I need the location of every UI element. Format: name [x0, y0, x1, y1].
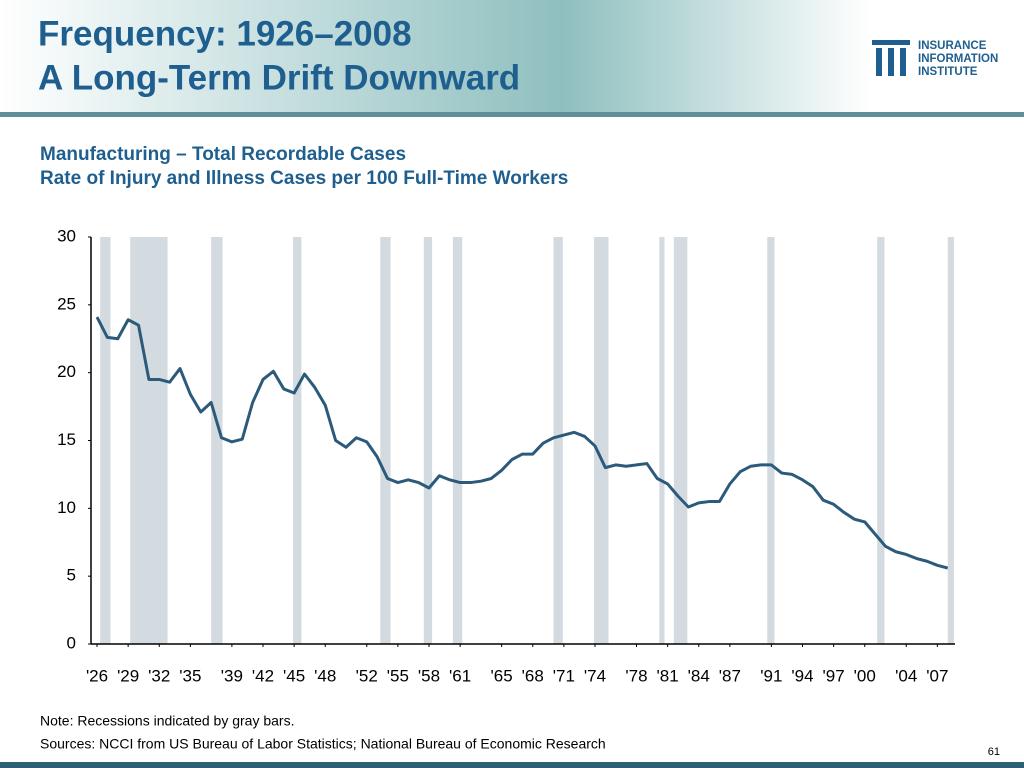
x-tick-label: '32	[148, 666, 170, 685]
x-tick-label: '65	[491, 666, 513, 685]
chart-subtitle: Rate of Injury and Illness Cases per 100…	[40, 168, 568, 189]
x-tick-label: '48	[314, 666, 336, 685]
y-tick-label: 20	[57, 362, 76, 381]
x-tick-label: '68	[522, 666, 544, 685]
x-tick-label: '45	[283, 666, 305, 685]
y-tick-label: 0	[67, 633, 76, 652]
x-tick-label: '04	[895, 666, 917, 685]
title: Frequency: 1926–2008	[38, 14, 412, 53]
y-tick-label: 25	[57, 294, 76, 313]
x-tick-label: '42	[252, 666, 274, 685]
x-tick-label: '91	[760, 666, 782, 685]
source: Sources: NCCI from US Bureau of Labor St…	[40, 736, 606, 752]
x-tick-label: '55	[387, 666, 409, 685]
recession-bar	[673, 237, 688, 644]
line	[95, 316, 949, 570]
x-tick-label: '87	[719, 666, 741, 685]
y-tick-label: 5	[67, 566, 76, 585]
x-tick-label: '78	[625, 666, 647, 685]
x-tick-label: '29	[117, 666, 139, 685]
x-tick-label: '61	[449, 666, 471, 685]
recession-bar	[211, 237, 223, 644]
x-tick-label: '58	[418, 666, 440, 685]
recession-bar	[380, 237, 391, 644]
x-tick-label: '07	[926, 666, 948, 685]
header-rule	[0, 112, 1024, 117]
x-tick-label: '81	[657, 666, 679, 685]
recession-bar	[100, 237, 111, 644]
recession-bar	[553, 237, 563, 644]
x-tick-label: '35	[179, 666, 201, 685]
y-tick-label: 30	[57, 226, 76, 245]
recession-bar	[423, 237, 433, 644]
footer-rule	[0, 762, 1024, 768]
x-tick-label: '84	[688, 666, 710, 685]
logo-text: INFORMATION	[918, 53, 998, 65]
x-tick-label: '74	[584, 666, 606, 685]
recession-bar	[593, 237, 609, 644]
chart-title: Manufacturing – Total Recordable Cases	[40, 144, 406, 165]
logo-text: INSTITUTE	[918, 66, 978, 78]
x-tick-label: '26	[86, 666, 108, 685]
recession-bar	[877, 237, 885, 644]
page-number: 61	[988, 746, 1000, 758]
title: A Long-Term Drift Downward	[38, 58, 520, 97]
y-tick-label: 15	[57, 430, 76, 449]
note: Note: Recessions indicated by gray bars.	[40, 713, 294, 729]
x-tick-label: '00	[854, 666, 876, 685]
logo-mark	[872, 40, 910, 76]
recession-bar	[130, 237, 168, 644]
recession-bar	[452, 237, 463, 644]
x-tick-label: '71	[553, 666, 575, 685]
x-tick-label: '39	[221, 666, 243, 685]
recession-bar	[947, 237, 954, 644]
x-tick-label: '94	[791, 666, 813, 685]
recession-bar	[659, 237, 665, 644]
recession-bar	[767, 237, 775, 644]
x-tick-label: '97	[823, 666, 845, 685]
header-band	[0, 0, 1024, 112]
logo-text: INSURANCE	[918, 40, 987, 52]
x-tick-label: '52	[356, 666, 378, 685]
y-tick-label: 10	[57, 498, 76, 517]
recession-bar	[293, 237, 302, 644]
